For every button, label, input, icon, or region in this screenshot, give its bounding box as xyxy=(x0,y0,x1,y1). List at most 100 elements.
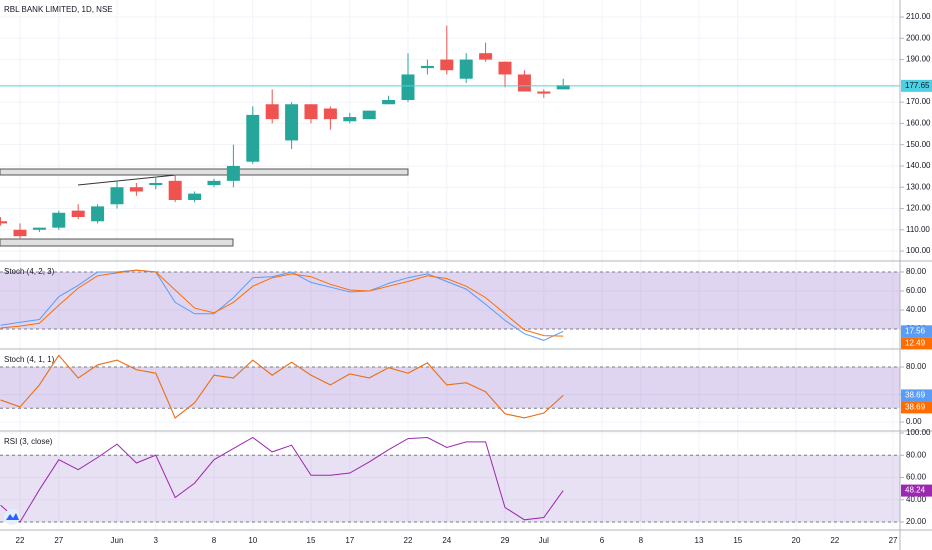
candle-body xyxy=(168,180,182,200)
candle-body xyxy=(0,221,8,224)
indicator-line xyxy=(0,269,564,341)
candle-body xyxy=(498,61,512,75)
y-tick-label: 20.00 xyxy=(906,517,927,526)
x-tick-label: 13 xyxy=(695,536,704,545)
indicator-line xyxy=(0,269,564,337)
y-tick-label: 60.00 xyxy=(906,473,927,482)
candle-body xyxy=(343,117,357,122)
y-tick-label: 80.00 xyxy=(906,267,927,276)
last-value-box xyxy=(901,325,932,338)
last-value-label: 12.49 xyxy=(905,338,926,347)
candle-body xyxy=(362,110,376,120)
candle-body xyxy=(285,104,299,141)
price-label-box xyxy=(901,79,932,92)
band-fill xyxy=(0,366,900,409)
trend-line xyxy=(77,174,177,186)
candle-body xyxy=(246,114,260,162)
candle-body xyxy=(556,85,570,90)
x-tick-label: 8 xyxy=(639,536,644,545)
last-value-label: 38.69 xyxy=(905,403,926,412)
indicator-line xyxy=(0,354,564,419)
y-tick-label: 160.00 xyxy=(906,119,931,128)
candle-body xyxy=(188,193,202,200)
x-tick-label: 10 xyxy=(248,536,257,545)
candle-body xyxy=(440,59,454,71)
candle-body xyxy=(71,210,85,218)
x-tick-label: 24 xyxy=(442,536,451,545)
candle-body xyxy=(52,212,66,228)
candle-body xyxy=(129,187,143,192)
drawn-rectangle xyxy=(0,238,234,247)
x-tick-label: 27 xyxy=(889,536,898,545)
candle-body xyxy=(304,104,318,120)
last-value-label: 48.24 xyxy=(905,486,926,495)
candle-body xyxy=(517,74,531,92)
candle-body xyxy=(207,180,221,186)
x-tick-label: 15 xyxy=(733,536,742,545)
candle-body xyxy=(149,182,163,186)
y-tick-label: 80.00 xyxy=(906,450,927,459)
y-tick-label: 100.00 xyxy=(906,246,931,255)
x-tick-label: 22 xyxy=(16,536,25,545)
pane-title: RBL BANK LIMITED, 1D, NSE xyxy=(4,5,113,14)
last-value-box xyxy=(901,484,932,497)
candle-body xyxy=(479,53,493,60)
y-tick-label: 170.00 xyxy=(906,97,931,106)
candle-body xyxy=(91,206,105,222)
y-tick-label: 60.00 xyxy=(906,286,927,295)
labels: 22 27 Jun 3 8 10 15 17 22 24 29 Jul 6 8 13 15 20 22 27 177.… xyxy=(4,5,932,545)
x-tick-label: 15 xyxy=(307,536,316,545)
price-label: 177.65 xyxy=(905,81,930,90)
pane-title: RSI (3, close) xyxy=(4,437,53,446)
y-tick-label: 120.00 xyxy=(906,204,931,213)
x-tick-label: Jun xyxy=(111,536,124,545)
x-tick-label: 8 xyxy=(212,536,217,545)
x-tick-label: 3 xyxy=(154,536,159,545)
candle-body xyxy=(323,108,337,120)
last-value-box xyxy=(901,401,932,414)
band-fill xyxy=(0,271,900,329)
candle-body xyxy=(401,74,415,100)
y-tick-label: 40.00 xyxy=(906,495,927,504)
last-value-label: 38.69 xyxy=(905,391,926,400)
band-fill xyxy=(0,455,900,522)
candle-body xyxy=(226,165,240,181)
x-tick-label: 22 xyxy=(830,536,839,545)
x-tick-label: 20 xyxy=(792,536,801,545)
x-tick-label: Jul xyxy=(539,536,549,545)
candle-body xyxy=(110,187,124,205)
x-tick-label: 29 xyxy=(501,536,510,545)
last-value-box xyxy=(901,389,932,402)
drawn-rectangle xyxy=(0,168,409,176)
candle-body xyxy=(459,59,473,79)
y-tick-label: 100.00 xyxy=(906,428,931,437)
candle-body xyxy=(420,65,434,69)
pane-title: Stoch (4, 1, 1) xyxy=(4,355,55,364)
y-tick-label: 200.00 xyxy=(906,33,931,42)
candle-body xyxy=(265,104,279,120)
candle-body xyxy=(382,100,396,105)
y-tick-label: 40.00 xyxy=(906,305,927,314)
last-value-label: 17.56 xyxy=(905,326,926,335)
last-value-box xyxy=(901,337,932,350)
indicator-line xyxy=(0,436,564,523)
candle-body xyxy=(13,229,27,237)
logo-mark xyxy=(6,513,19,520)
candle-body xyxy=(32,227,46,230)
x-tick-label: 27 xyxy=(54,536,63,545)
y-tick-label: 80.00 xyxy=(906,362,927,371)
plot-area xyxy=(0,25,900,523)
pane-title: Stoch (4, 2, 3) xyxy=(4,267,55,276)
y-tick-label: 130.00 xyxy=(906,182,931,191)
y-tick-label: 140.00 xyxy=(906,161,931,170)
candle-body xyxy=(537,91,551,94)
y-tick-label: 210.00 xyxy=(906,12,931,21)
y-tick-label: 190.00 xyxy=(906,55,931,64)
x-tick-label: 22 xyxy=(404,536,413,545)
x-tick-label: 17 xyxy=(345,536,354,545)
y-tick-label: 0.00 xyxy=(906,417,922,426)
x-tick-label: 6 xyxy=(600,536,605,545)
y-tick-label: 110.00 xyxy=(906,225,930,234)
y-tick-label: 150.00 xyxy=(906,140,931,149)
